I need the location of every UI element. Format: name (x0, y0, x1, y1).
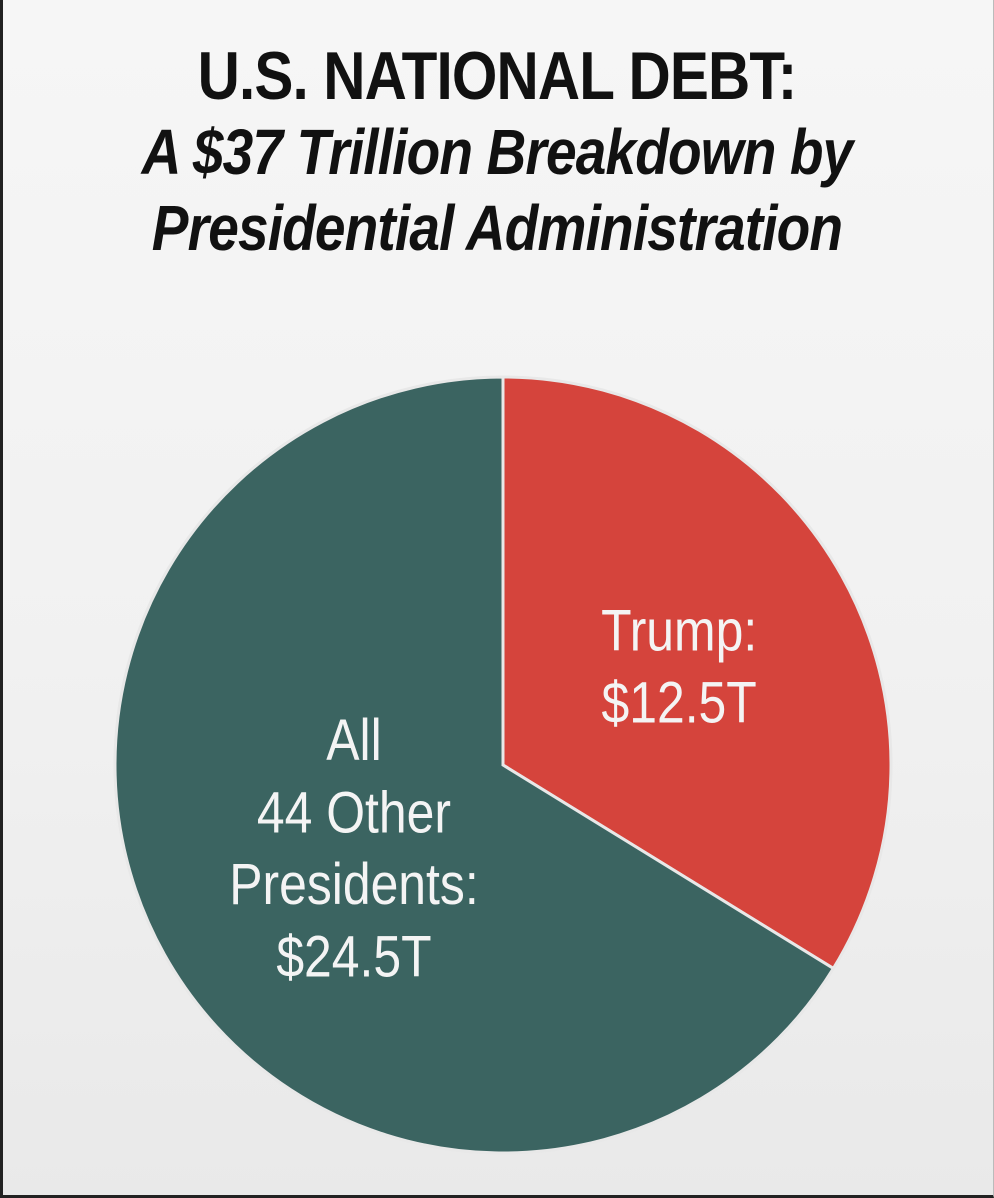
pie-label-line: $12.5T (602, 671, 757, 735)
pie-label-all-44-other-presidents: All 44 Other Presidents: $24.5T (229, 709, 478, 989)
title-block: U.S. NATIONAL DEBT: A $37 Trillion Break… (0, 38, 994, 266)
pie-label-line: Presidents: (229, 853, 478, 917)
chart-subtitle-line-1: A $37 Trillion Breakdown by (141, 116, 854, 188)
pie-labels: Trump: $12.5T All 44 Other Presidents: $24.5T (229, 599, 757, 989)
pie-label-line: 44 Other (257, 781, 451, 845)
chart-title: U.S. NATIONAL DEBT: (197, 38, 798, 114)
pie-slices (113, 375, 893, 1155)
chart-subtitle-line-2: Presidential Administration (151, 192, 843, 264)
pie-label-line: $24.5T (276, 925, 431, 989)
pie-slice-trump (501, 375, 893, 971)
pie-slice-all-44-other-presidents (113, 375, 836, 1155)
pie-label-trump: Trump: $12.5T (601, 599, 757, 735)
pie-label-line: Trump: (601, 599, 757, 663)
pie-label-line: All (326, 709, 381, 773)
